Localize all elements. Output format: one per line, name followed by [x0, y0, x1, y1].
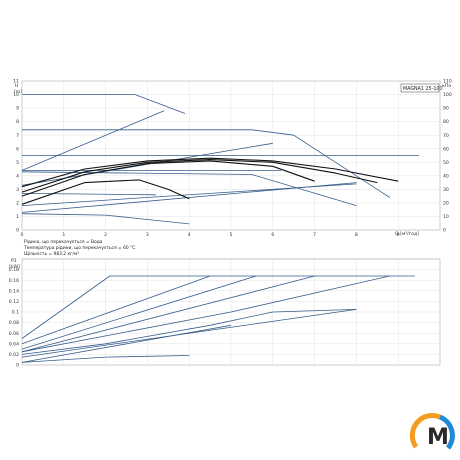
top-right-tick-label: 10 [443, 214, 449, 220]
top-series-line [21, 160, 315, 197]
bottom-series-line [21, 309, 357, 358]
top-series-line [21, 179, 190, 205]
top-right-tick-label: 20 [443, 201, 449, 207]
top-ytick-label: 6 [16, 146, 19, 152]
top-ylabel-unit: [m] [14, 89, 22, 95]
top-right-tick-label: 0 [443, 228, 446, 234]
bottom-ytick-label: 0.06 [9, 331, 19, 337]
bottom-ytick-label: 0.1 [12, 310, 19, 316]
bottom-ytick-label: 0.04 [9, 341, 19, 347]
top-xlabel: Q [м³/год] [395, 231, 419, 237]
top-xtick-label: 5 [230, 232, 233, 238]
top-ytick-label: 7 [16, 133, 19, 139]
top-xtick-label: 9 [397, 232, 400, 238]
top-right-tick-label: 40 [443, 173, 449, 179]
top-series-line [21, 110, 165, 171]
note-fluid: Рідина, що перекачується = Вода [24, 239, 103, 245]
top-ytick-label: 8 [16, 119, 19, 125]
top-ytick-label: 11 [13, 79, 19, 85]
top-right-tick-label: 60 [443, 146, 449, 152]
model-label-box [400, 83, 440, 93]
bottom-ylabel-unit: [kW] [9, 264, 20, 270]
logo-ring-orange [409, 412, 441, 449]
top-ytick-label: 1 [16, 214, 19, 220]
top-right-tick-label: 100 [443, 92, 452, 98]
model-label: MAGNA1 25-100 [403, 86, 443, 92]
top-xtick-label: 6 [271, 232, 274, 238]
top-ytick-label: 10 [13, 92, 19, 98]
top-right-tick-label: 30 [443, 187, 449, 193]
top-xtick-label: 3 [146, 232, 149, 238]
top-series-line [21, 193, 156, 196]
bottom-series-line [21, 324, 232, 363]
bottom-series-line [21, 275, 211, 345]
top-ytick-label: 3 [16, 187, 19, 193]
top-xtick-label: 8 [355, 232, 358, 238]
bottom-ytick-label: 0.08 [9, 320, 19, 326]
top-right-tick-label: 110 [443, 79, 452, 85]
bottom-ytick-label: 0.12 [9, 299, 19, 305]
top-ytick-label: 5 [16, 160, 19, 166]
top-series-line [22, 129, 391, 198]
top-ylabel-letter: H [15, 83, 18, 89]
top-right-tick-label: 50 [443, 160, 449, 166]
top-xtick-label: 1 [62, 232, 65, 238]
top-xtick-label: 0 [21, 232, 24, 238]
company-logo: M [409, 412, 455, 450]
bottom-series-line [21, 275, 257, 350]
top-xtick-label: 2 [104, 232, 107, 238]
logo-letter: M [427, 425, 449, 450]
bottom-ylabel-letter: P1 [11, 258, 17, 264]
top-right-tick-label: 80 [443, 119, 449, 125]
top-ytick-label: 9 [16, 106, 19, 112]
note-density: Щільність = 983.2 кг/м³ [24, 251, 79, 257]
bottom-series-line [21, 275, 315, 353]
top-right-tick-label: 70 [443, 133, 449, 139]
top-series-line [21, 182, 357, 213]
top-ytick-label: 2 [16, 201, 19, 207]
top-ylabel-right: кПа [442, 83, 451, 89]
top-ytick-label: 4 [16, 173, 19, 179]
bottom-series-line [21, 275, 390, 353]
top-ytick-label: 0 [16, 228, 19, 234]
top-series-line [22, 94, 186, 114]
top-series-line [21, 157, 399, 188]
note-temperature: Температура рідини, що перекачується = 6… [23, 245, 135, 251]
bottom-series-line [21, 309, 357, 355]
top-xtick-label: 7 [313, 232, 316, 238]
top-series-line [21, 159, 378, 193]
logo-ring-blue [438, 414, 455, 450]
bottom-ytick-label: 0.02 [9, 352, 19, 358]
top-right-tick-label: 90 [443, 106, 449, 112]
bottom-ytick-label: 0.14 [9, 288, 19, 294]
top-series-line [21, 213, 190, 225]
bottom-ytick-label: 0.16 [9, 278, 19, 284]
bottom-ytick-label: 0 [16, 363, 19, 369]
top-xtick-label: 4 [188, 232, 191, 238]
bottom-series-line [21, 355, 190, 363]
bottom-ytick-label: 0.18 [9, 267, 19, 273]
